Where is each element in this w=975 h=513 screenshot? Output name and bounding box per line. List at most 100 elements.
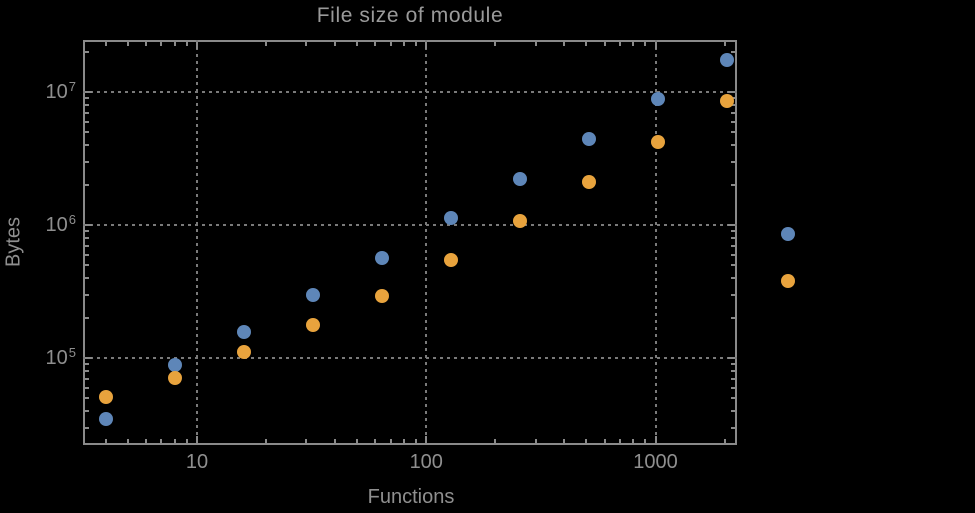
y-tick-base: 10 <box>45 81 68 103</box>
x-tick <box>145 439 148 443</box>
x-tick <box>644 439 646 443</box>
gridline-y-10^7 <box>83 91 737 93</box>
y-tick <box>85 91 92 93</box>
y-tick-right <box>731 386 735 389</box>
data-point-blue-series-x128 <box>443 210 458 225</box>
y-tick-right <box>731 293 735 296</box>
x-tick-top <box>403 42 406 46</box>
gridline-x-1000 <box>654 40 657 445</box>
y-tick-label-10^7: 107 <box>18 79 76 106</box>
y-tick <box>85 224 92 226</box>
plot-frame <box>83 40 737 445</box>
y-tick-right <box>731 363 735 366</box>
x-tick-label-1000: 1000 <box>633 451 678 473</box>
x-tick-top <box>585 42 588 46</box>
y-tick <box>85 143 89 146</box>
x-tick-label-100: 100 <box>409 451 443 473</box>
x-tick <box>585 439 588 443</box>
x-tick-top <box>374 42 377 46</box>
x-tick-top <box>104 42 107 46</box>
x-tick <box>104 439 107 443</box>
x-tick <box>305 439 308 443</box>
y-tick <box>85 386 89 389</box>
x-tick <box>185 439 188 443</box>
y-tick-right <box>731 369 735 372</box>
y-tick-right <box>728 224 735 226</box>
y-tick-right <box>731 377 735 380</box>
y-tick <box>85 363 89 366</box>
y-tick <box>85 409 89 412</box>
y-tick-right <box>728 357 735 359</box>
x-tick-top <box>425 42 428 49</box>
y-tick-exponent: 5 <box>68 345 76 360</box>
y-tick-right <box>731 50 735 53</box>
data-point-blue-series-x32 <box>305 288 320 303</box>
y-tick <box>85 111 89 114</box>
data-point-blue-series-x512 <box>581 132 596 147</box>
x-tick-top <box>160 42 163 46</box>
data-point-orange-series-x32 <box>305 318 320 333</box>
y-tick-right <box>731 264 735 267</box>
data-point-orange-series-x256 <box>512 214 527 229</box>
x-tick-top <box>265 42 267 46</box>
y-tick-right <box>731 316 735 319</box>
x-tick-top <box>654 42 657 49</box>
x-tick-top <box>618 42 621 46</box>
y-tick-right <box>731 253 735 256</box>
y-tick-right <box>731 111 735 114</box>
data-point-blue-series-x4 <box>98 411 113 426</box>
x-tick-top <box>185 42 188 46</box>
data-point-orange-series-x64 <box>374 288 389 303</box>
y-tick-label-10^6: 106 <box>18 212 76 239</box>
data-point-blue-series-x3800 <box>781 226 796 241</box>
x-tick-top <box>414 42 417 46</box>
x-tick-top <box>563 42 566 46</box>
y-tick-right <box>731 131 735 134</box>
x-tick-top <box>644 42 646 46</box>
y-tick <box>85 426 89 429</box>
x-tick-top <box>196 42 198 49</box>
y-tick-right <box>731 244 735 247</box>
x-tick <box>334 439 337 443</box>
y-tick <box>85 236 89 239</box>
y-tick <box>85 357 92 359</box>
y-tick <box>85 264 89 267</box>
x-tick <box>603 439 606 443</box>
data-point-blue-series-x16 <box>236 325 251 340</box>
x-tick-top <box>632 42 635 46</box>
x-tick-top <box>305 42 308 46</box>
gridline-x-100 <box>425 40 428 445</box>
data-point-blue-series-x256 <box>512 171 527 186</box>
x-tick <box>563 439 566 443</box>
x-tick <box>534 439 537 443</box>
y-tick-right <box>728 91 735 93</box>
x-tick-top <box>356 42 359 46</box>
y-tick-label-10^5: 105 <box>18 345 76 372</box>
x-tick <box>632 439 635 443</box>
data-point-orange-series-x3800 <box>781 273 796 288</box>
x-tick <box>374 439 377 443</box>
y-tick-right <box>731 276 735 279</box>
data-point-blue-series-x1024 <box>650 92 665 107</box>
y-tick <box>85 50 89 53</box>
x-tick-label-10: 10 <box>185 451 209 473</box>
x-tick-top <box>173 42 176 46</box>
x-tick-top <box>534 42 537 46</box>
y-tick <box>85 131 89 134</box>
data-point-orange-series-x8 <box>167 370 182 385</box>
x-tick <box>414 439 417 443</box>
x-tick-top <box>723 42 726 46</box>
y-tick <box>85 183 89 186</box>
data-point-orange-series-x128 <box>443 252 458 267</box>
x-tick <box>126 439 129 443</box>
y-tick-exponent: 6 <box>68 212 76 227</box>
y-tick-right <box>731 160 735 163</box>
x-tick <box>160 439 163 443</box>
data-point-orange-series-x512 <box>581 174 596 189</box>
y-tick-base: 10 <box>45 347 68 369</box>
x-tick <box>173 439 176 443</box>
data-point-orange-series-x16 <box>236 345 251 360</box>
y-tick-right <box>731 409 735 412</box>
x-tick-top <box>145 42 148 46</box>
